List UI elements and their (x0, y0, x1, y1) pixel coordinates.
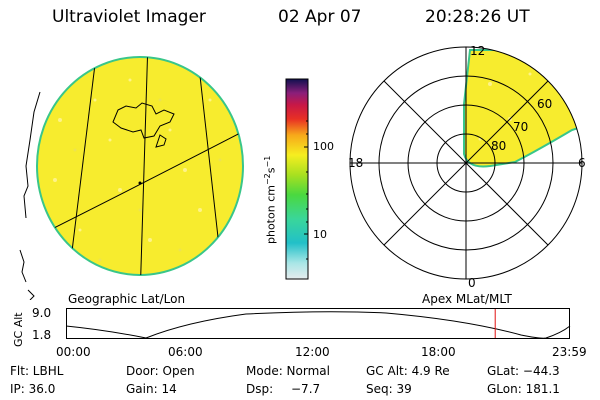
altitude-curve (66, 311, 571, 339)
timeline-ymin: 1.8 (32, 328, 52, 342)
gc-alt-info: GC Alt: 4.9 Re (366, 364, 450, 378)
polar-mlat-mlt-plot (349, 46, 583, 280)
limb-coastline (19, 91, 41, 300)
ip-info: IP: 36.0 (10, 382, 56, 396)
timeline-ylabel: GC Alt (12, 312, 25, 347)
instrument-title: Ultraviolet Imager (52, 7, 206, 27)
geographic-caption: Geographic Lat/Lon (68, 292, 186, 306)
timeline-tick-1800: 18:00 (421, 345, 456, 359)
coastline-outline (112, 102, 175, 148)
lat-lon-grid (37, 57, 243, 275)
dsp-label: Dsp: (246, 382, 274, 396)
geographic-image-panel (19, 56, 244, 300)
colorbar-tick-100: 100 (313, 140, 334, 153)
polar-grid (349, 46, 583, 280)
seq-info: Seq: 39 (366, 382, 412, 396)
filter-info: Flt: LBHL (10, 364, 64, 378)
image-time: 20:28:26 UT (425, 7, 530, 27)
mlt-label-18: 18 (348, 156, 364, 170)
timeline-tick-0000: 00:00 (56, 345, 91, 359)
auroral-image-overlay (463, 49, 582, 168)
timeline-ymax: 9.0 (32, 306, 52, 320)
mlat-label-70: 70 (513, 120, 529, 134)
timeline-tick-0600: 06:00 (168, 345, 203, 359)
colorbar-gradient (285, 78, 309, 280)
altitude-timeline (66, 308, 571, 339)
timeline-tick-1200: 12:00 (295, 345, 330, 359)
mlat-label-80: 80 (491, 139, 507, 153)
colorbar-tick-10: 10 (313, 228, 327, 241)
door-info: Door: Open (126, 364, 195, 378)
polar-caption: Apex MLat/MLT (422, 292, 512, 306)
mlt-label-12: 12 (470, 44, 486, 58)
colorbar-unit-label: photon cm−2s−1 (263, 155, 278, 244)
glon-info: GLon: 181.1 (487, 382, 560, 396)
intensity-colorbar (285, 78, 309, 280)
image-date: 02 Apr 07 (278, 7, 362, 27)
timeline-tick-2359: 23:59 (552, 345, 587, 359)
mlt-label-0: 0 (468, 276, 476, 290)
mlat-label-60: 60 (537, 97, 553, 111)
gain-info: Gain: 14 (126, 382, 177, 396)
earth-disc (36, 56, 244, 276)
dsp-value: −7.7 (291, 382, 321, 396)
mode-info: Mode: Normal (246, 364, 330, 378)
glat-info: GLat: −44.3 (487, 364, 560, 378)
mlt-label-6: 6 (578, 156, 586, 170)
